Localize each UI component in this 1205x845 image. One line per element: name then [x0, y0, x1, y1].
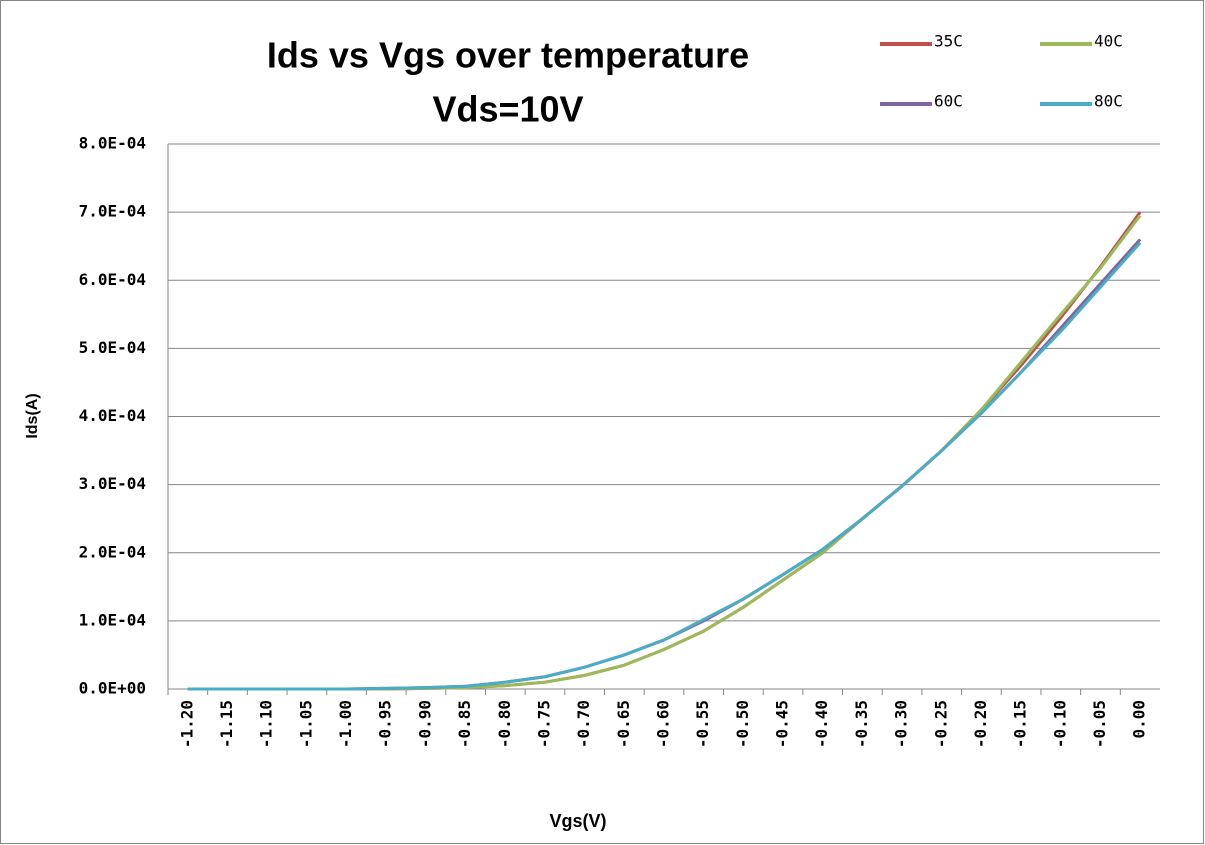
x-tick-label: -0.40	[812, 700, 831, 748]
y-tick-label: 3.0E-04	[79, 474, 146, 493]
y-tick-label: 6.0E-04	[79, 270, 146, 289]
x-tick-label: -0.90	[415, 700, 434, 748]
x-tick-label: -0.65	[614, 700, 633, 748]
x-tick-label: -0.35	[852, 700, 871, 748]
x-axis-label: Vgs(V)	[549, 811, 606, 831]
y-tick-label: 7.0E-04	[79, 202, 146, 221]
x-tick-label: -0.70	[574, 700, 593, 748]
x-tick-label: -0.50	[733, 700, 752, 748]
legend-label: 60C	[934, 92, 963, 111]
y-tick-label: 1.0E-04	[79, 610, 146, 629]
x-tick-label: -0.60	[654, 700, 673, 748]
x-tick-label: -0.05	[1090, 700, 1109, 748]
x-tick-label: -0.95	[376, 700, 395, 748]
series-line	[187, 241, 1142, 691]
legend-label: 80C	[1094, 92, 1123, 111]
x-tick-label: -0.30	[892, 700, 911, 748]
chart-subtitle: Vds=10V	[432, 89, 583, 130]
chart-title: Ids vs Vgs over temperature	[267, 35, 749, 76]
x-tick-label: -1.00	[336, 700, 355, 748]
x-tick-label: -1.15	[217, 700, 236, 748]
y-tick-label: 0.0E+00	[79, 679, 146, 698]
x-tick-label: 0.00	[1130, 700, 1149, 739]
x-tick-label: -1.05	[296, 700, 315, 748]
x-tick-label: -0.45	[773, 700, 792, 748]
x-tick-label: -0.10	[1050, 700, 1069, 748]
x-tick-label: -0.20	[971, 700, 990, 748]
x-tick-label: -0.55	[693, 700, 712, 748]
legend-label: 40C	[1094, 32, 1123, 51]
x-tick-label: -1.20	[177, 700, 196, 748]
y-tick-label: 4.0E-04	[79, 406, 146, 425]
x-tick-label: -0.80	[495, 700, 514, 748]
y-tick-label: 5.0E-04	[79, 338, 146, 357]
x-tick-label: -1.10	[257, 700, 276, 748]
x-tick-label: -0.75	[534, 700, 553, 748]
x-tick-label: -0.85	[455, 700, 474, 748]
x-tick-label: -0.15	[1011, 700, 1030, 748]
y-tick-label: 2.0E-04	[79, 542, 146, 561]
y-tick-label: 8.0E-04	[79, 134, 146, 153]
y-axis-label: Ids(A)	[24, 393, 41, 438]
x-tick-label: -0.25	[931, 700, 950, 748]
legend-label: 35C	[934, 32, 963, 51]
